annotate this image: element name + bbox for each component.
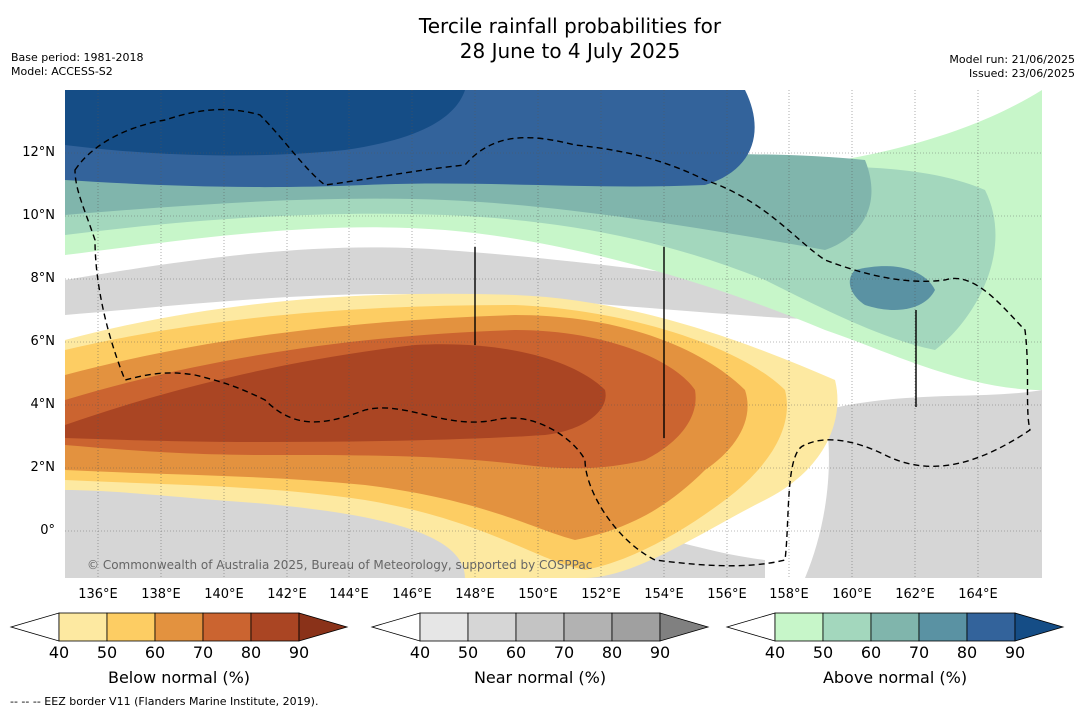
above-swatch-low [725,612,776,642]
colorbar-near [370,612,710,642]
cb-near-tick: 50 [457,643,479,662]
meta-right: Model run: 21/06/2025 Issued: 23/06/2025 [949,53,1075,81]
cb-above-tick: 80 [956,643,978,662]
cb-below-tick: 50 [96,643,118,662]
lon-label: 150°E [518,587,558,602]
map-title: Tercile rainfall probabilities for 28 Ju… [0,14,1085,64]
cb-below-tick: 40 [48,643,70,662]
near-normal-north [65,247,825,320]
below-swatch-low [9,612,60,642]
lon-label: 140°E [204,587,244,602]
lon-label: 156°E [707,587,747,602]
lon-label: 158°E [769,587,809,602]
map-credit: © Commonwealth of Australia 2025, Bureau… [87,558,593,572]
model-name: Model: ACCESS-S2 [11,65,113,78]
below-swatch-70-80 [202,612,252,642]
lat-label: 10°N [22,208,55,223]
eez-footnote: -- -- -- EEZ border V11 (Flanders Marine… [10,695,319,708]
cb-above-tick: 50 [812,643,834,662]
colorbars [9,612,1065,642]
title-line-1: Tercile rainfall probabilities for [418,14,722,38]
lon-label: 142°E [267,587,307,602]
lat-label: 12°N [22,145,55,160]
graticule [65,90,1042,578]
base-period: Base period: 1981-2018 [11,51,144,64]
cb-above-tick: 90 [1004,643,1026,662]
below-swatch-50-60 [106,612,156,642]
lon-label: 154°E [644,587,684,602]
below-swatch-high [298,612,349,642]
issued-date: Issued: 23/06/2025 [968,67,1075,80]
above-swatch-80-90 [966,612,1016,642]
model-run: Model run: 21/06/2025 [949,53,1075,66]
cb-above-tick: 40 [764,643,786,662]
above-normal-90 [65,90,465,156]
near-swatch-50-60 [467,612,517,642]
lon-label: 146°E [392,587,432,602]
colorbar-below [9,612,349,642]
lon-label: 148°E [455,587,495,602]
eez-borders [74,108,1031,567]
below-normal-label: Below normal (%) [107,668,251,687]
cb-near-tick: 70 [553,643,575,662]
below-swatch-40-50 [58,612,108,642]
cb-near-tick: 60 [505,643,527,662]
below-swatch-60-70 [154,612,204,642]
cb-above-tick: 70 [908,643,930,662]
near-swatch-80-90 [611,612,661,642]
near-swatch-40-50 [419,612,469,642]
near-swatch-70-80 [563,612,613,642]
above-swatch-70-80 [918,612,968,642]
lat-label: 0° [40,523,55,538]
lon-label: 136°E [78,587,118,602]
near-swatch-low [370,612,421,642]
cb-near-tick: 90 [649,643,671,662]
near-swatch-high [659,612,710,642]
lon-label: 162°E [895,587,935,602]
meta-left: Base period: 1981-2018 Model: ACCESS-S2 [11,51,143,79]
above-normal-50 [65,90,1042,390]
above-swatch-40-50 [774,612,824,642]
lat-label: 2°N [30,460,56,475]
lat-label: 8°N [30,271,56,286]
title-line-2: 28 June to 4 July 2025 [459,39,681,63]
map-svg [65,90,1042,578]
above-normal-label: Above normal (%) [822,668,968,687]
cb-above-tick: 60 [860,643,882,662]
below-swatch-80-90 [250,612,300,642]
near-normal-east [805,390,1042,578]
lat-label: 4°N [30,397,56,412]
near-swatch-60-70 [515,612,565,642]
near-normal-label: Near normal (%) [473,668,607,687]
rainfall-probability-map: © Commonwealth of Australia 2025, Bureau… [65,90,1042,578]
above-swatch-60-70 [870,612,920,642]
cb-below-tick: 90 [288,643,310,662]
lon-label: 164°E [958,587,998,602]
cb-near-tick: 40 [409,643,431,662]
cb-below-tick: 60 [144,643,166,662]
lon-label: 160°E [832,587,872,602]
colorbar-above [725,612,1065,642]
cb-below-tick: 70 [192,643,214,662]
above-normal-east-blob [849,266,935,310]
cb-below-tick: 80 [240,643,262,662]
lat-label: 6°N [30,334,56,349]
lon-label: 152°E [581,587,621,602]
above-swatch-high [1014,612,1065,642]
above-swatch-50-60 [822,612,872,642]
cb-near-tick: 80 [601,643,623,662]
lon-label: 138°E [141,587,181,602]
lon-label: 144°E [329,587,369,602]
below-normal-80 [65,344,606,442]
